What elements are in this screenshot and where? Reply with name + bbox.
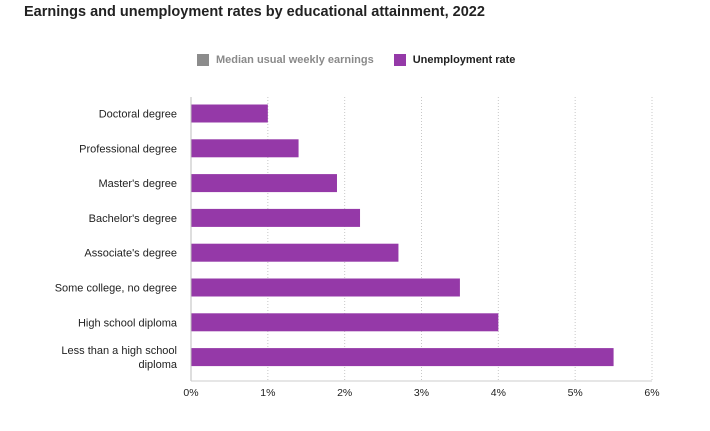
category-label-6: High school diploma	[78, 317, 178, 329]
legend-item-unemployment-rate[interactable]: Unemployment rate	[393, 54, 516, 66]
bar-4[interactable]	[191, 243, 399, 262]
legend: Median usual weekly earnings Unemploymen…	[197, 52, 535, 68]
bar-5[interactable]	[191, 278, 460, 297]
legend-swatch-unemployment	[393, 54, 406, 66]
x-tick-label-3: 3%	[414, 387, 429, 399]
category-label-5: Some college, no degree	[55, 283, 177, 295]
bar-6[interactable]	[191, 313, 499, 332]
x-tick-label-2: 2%	[337, 387, 352, 399]
x-tick-label-4: 4%	[491, 387, 506, 399]
category-label-0: Doctoral degree	[99, 109, 177, 121]
x-tick-label-6: 6%	[644, 387, 659, 399]
chart-title: Earnings and unemployment rates by educa…	[24, 4, 485, 20]
x-tick-label-0: 0%	[183, 387, 198, 399]
bar-1[interactable]	[191, 139, 299, 158]
category-label-2: Master's degree	[98, 178, 177, 190]
bar-7[interactable]	[191, 348, 614, 367]
category-label-4: Associate's degree	[84, 248, 177, 260]
category-label-1: Professional degree	[79, 143, 177, 155]
bar-3[interactable]	[191, 208, 361, 227]
legend-swatch-earnings	[197, 54, 209, 66]
legend-label-unemployment: Unemployment rate	[412, 54, 516, 66]
legend-label-earnings: Median usual weekly earnings	[216, 54, 374, 66]
legend-item-median-weekly-earnings[interactable]: Median usual weekly earnings	[197, 54, 374, 66]
category-label-3: Bachelor's degree	[89, 213, 177, 225]
bar-2[interactable]	[191, 174, 337, 193]
bar-0[interactable]	[191, 104, 268, 123]
category-label-7: Less than a high school diploma	[61, 345, 177, 371]
x-tick-label-1: 1%	[260, 387, 275, 399]
x-tick-label-5: 5%	[568, 387, 583, 399]
